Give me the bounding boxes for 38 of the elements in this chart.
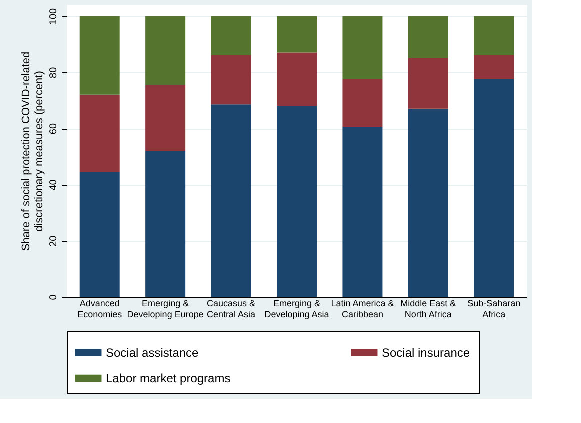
y-tick-label: 40: [48, 179, 60, 191]
x-tick-label: Advanced Economies: [78, 298, 123, 320]
legend-label: Labor market programs: [106, 372, 231, 386]
bar: [342, 79, 383, 128]
bar: [277, 52, 317, 106]
x-tick-label: Middle East & North Africa: [400, 298, 456, 320]
x-tick-label: Emerging & Developing Asia: [264, 298, 330, 320]
y-axis-title: Share of social protection COVID-related discretionary measures (percent): [20, 52, 46, 252]
bar: [146, 16, 186, 86]
bar: [277, 106, 317, 297]
bar: [474, 56, 514, 80]
bar: [342, 127, 383, 297]
y-tick-label: 80: [48, 66, 60, 78]
bar: [474, 16, 514, 56]
bar: [211, 56, 252, 105]
bar: [80, 172, 120, 297]
x-tick-label: Latin America & Caribbean: [331, 298, 394, 320]
bar: [146, 85, 186, 151]
x-tick-label: Emerging & Developing Europe: [127, 298, 204, 320]
y-tick-label: 20: [48, 235, 60, 247]
bar: [408, 108, 448, 297]
legend-label: Social assistance: [106, 346, 200, 360]
bar: [342, 16, 383, 80]
y-tick-label: 100: [48, 8, 60, 26]
bar: [211, 16, 252, 56]
bar: [277, 16, 317, 53]
bar: [408, 58, 448, 109]
bar: [211, 104, 252, 297]
y-tick-label: 0: [48, 294, 60, 300]
bar: [80, 94, 120, 172]
y-tick-label: 60: [48, 123, 60, 135]
bar: [474, 79, 514, 297]
legend-label: Social insurance: [382, 346, 470, 360]
bar: [408, 16, 448, 58]
bar: [146, 151, 186, 297]
bar: [80, 16, 120, 95]
x-tick-label: Sub-Saharan Africa: [468, 298, 521, 320]
x-tick-label: Caucasus & Central Asia: [207, 298, 256, 320]
